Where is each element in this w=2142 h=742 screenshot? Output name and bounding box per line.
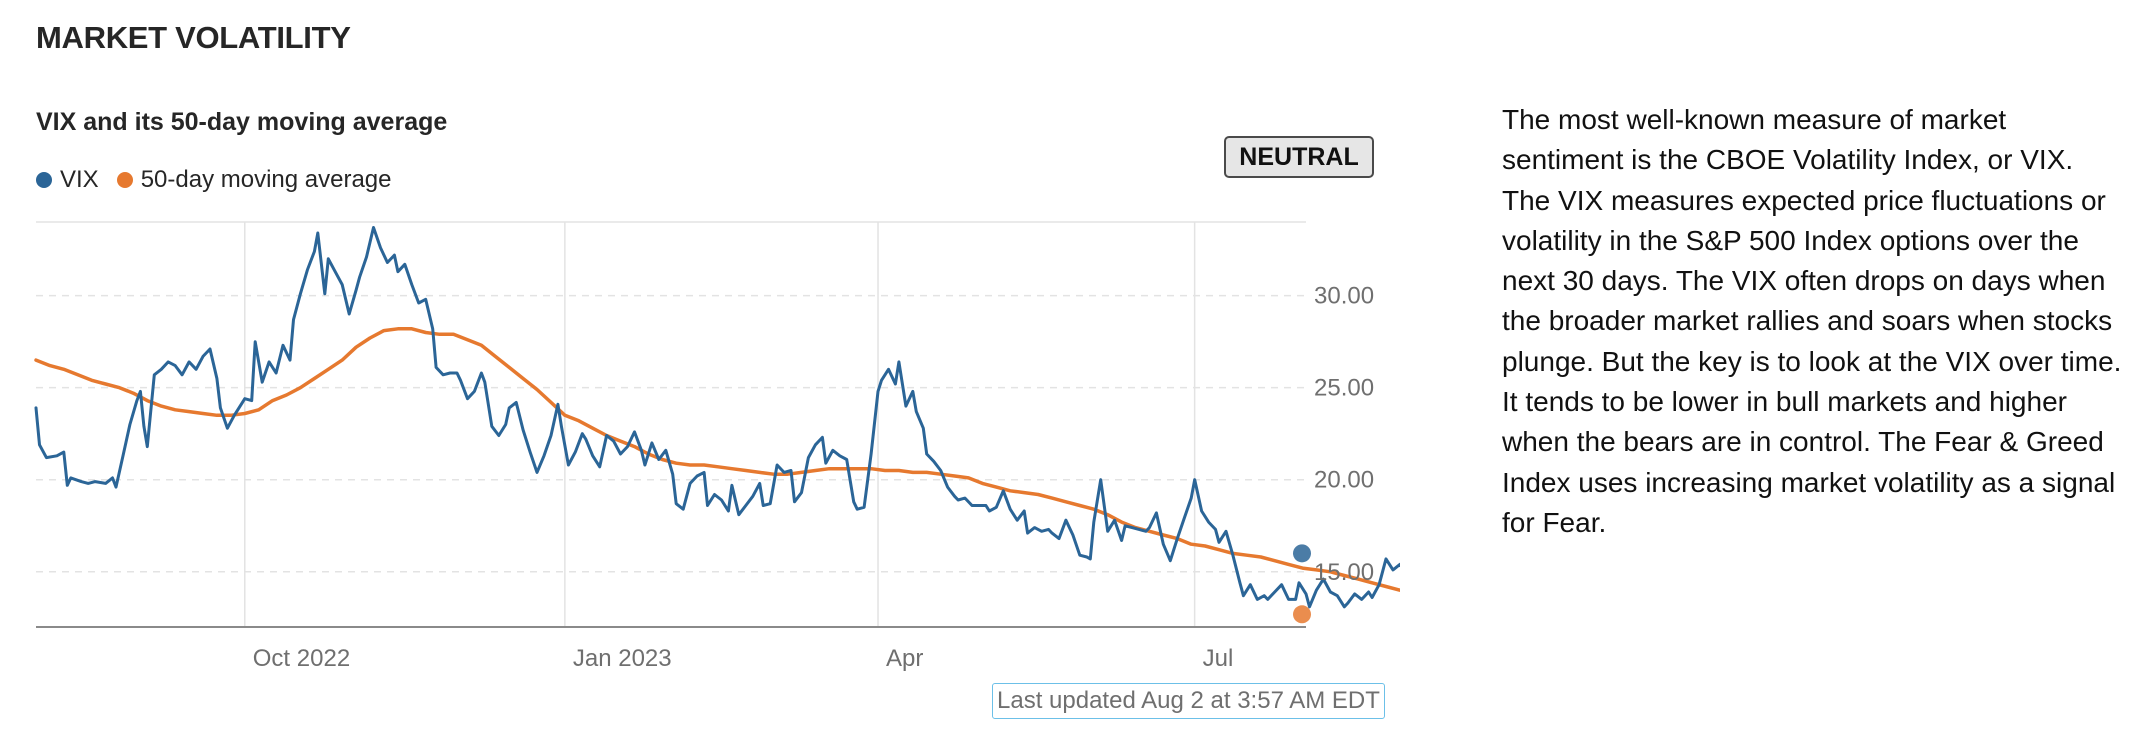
x-tick-label: Apr [886, 645, 923, 672]
last-updated-link[interactable]: Last updated Aug 2 at 3:57 AM EDT [992, 683, 1385, 719]
status-badge: NEUTRAL [1224, 136, 1374, 178]
x-tick-label: Jan 2023 [573, 645, 672, 672]
legend-swatch-vix [36, 172, 52, 188]
chart-legend: VIX 50-day moving average [36, 166, 410, 194]
x-tick-label: Jul [1203, 645, 1234, 672]
section-title: MARKET VOLATILITY [36, 20, 351, 55]
vix-line-chart: 15.00 20.00 25.00 30.00 Oct 2022 Jan 2023 Apr J… [34, 221, 1400, 672]
y-tick-label: 15.00 [1314, 559, 1374, 586]
vix-line-end-marker [1293, 544, 1311, 563]
y-tick-label: 30.00 [1314, 283, 1374, 310]
legend-item-vix[interactable]: VIX [36, 166, 99, 194]
ma50-line-end-marker [1293, 605, 1311, 624]
chart-series [34, 226, 1400, 624]
y-tick-label: 20.00 [1314, 467, 1374, 494]
description-text: The most well-known measure of market se… [1502, 104, 2122, 538]
chart-axes: 15.00 20.00 25.00 30.00 Oct 2022 Jan 2023 Apr J… [36, 283, 1374, 672]
vix-line [34, 226, 1400, 609]
legend-label-ma50: 50-day moving average [140, 166, 392, 193]
y-tick-label: 25.00 [1314, 375, 1374, 402]
legend-swatch-ma50 [116, 172, 133, 188]
chart-grid [36, 221, 1306, 627]
x-tick-label: Oct 2022 [253, 645, 350, 672]
ma50-line [34, 327, 1400, 592]
legend-label-vix: VIX [60, 166, 99, 193]
legend-item-ma50[interactable]: 50-day moving average [116, 166, 392, 194]
chart-title: VIX and its 50-day moving average [36, 108, 448, 136]
